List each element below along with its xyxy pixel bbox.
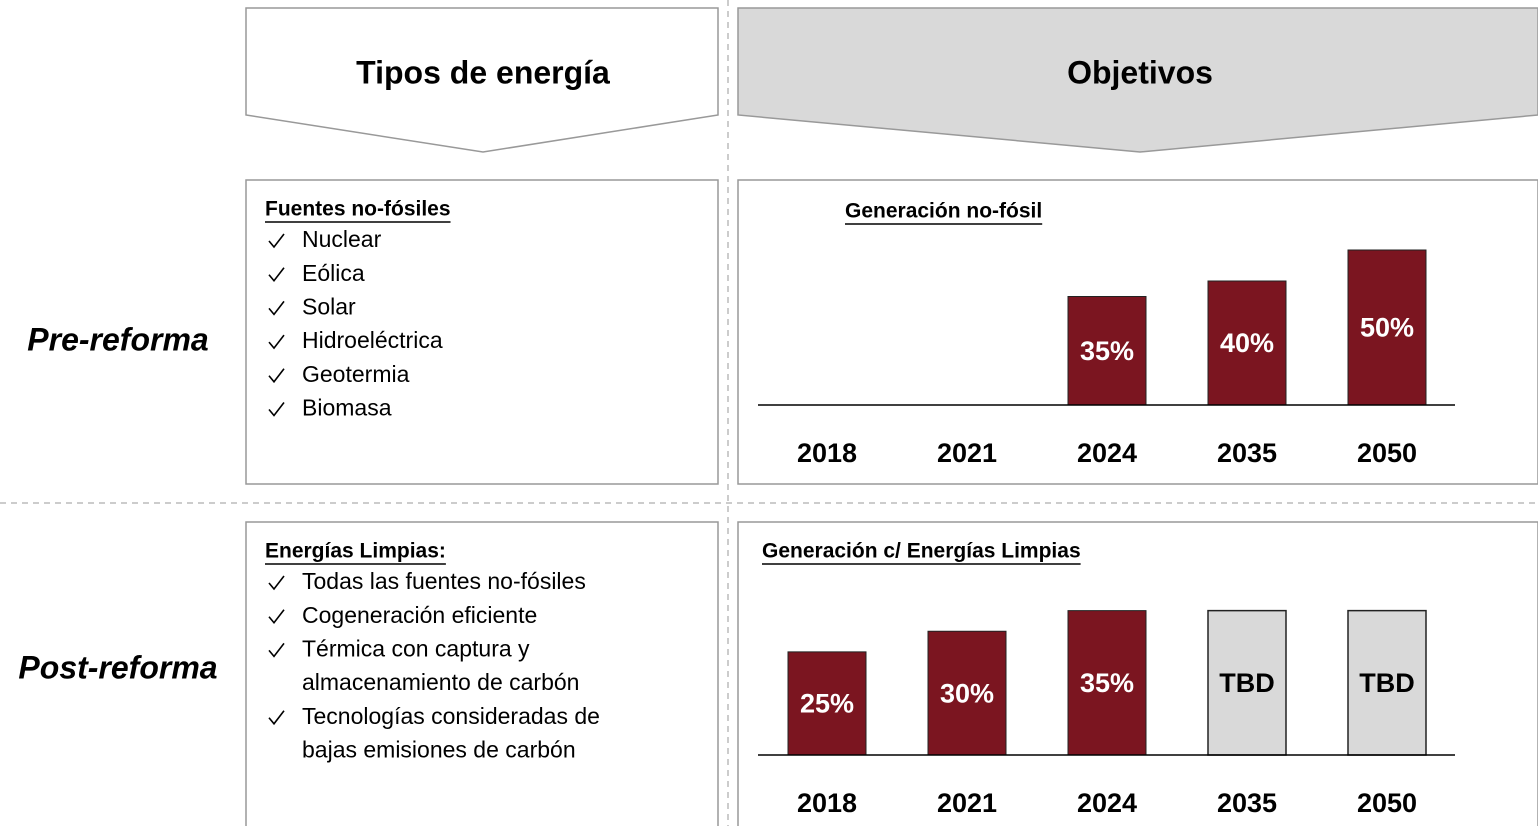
value-label: 50% <box>1360 313 1414 343</box>
check-icon <box>268 402 285 417</box>
x-tick-label: 2024 <box>1077 788 1137 818</box>
header-title: Objetivos <box>1067 54 1213 90</box>
header-arrow <box>245 7 719 153</box>
bar <box>927 630 1007 756</box>
check-icon <box>268 710 285 726</box>
x-tick-label: 2021 <box>937 438 997 468</box>
header-title: Tipos de energía <box>356 54 610 90</box>
bar <box>1207 280 1287 406</box>
check-icon <box>268 300 285 316</box>
value-label: 35% <box>1080 668 1134 698</box>
list-item: bajas emisiones de carbón <box>302 737 576 763</box>
x-tick-label: 2018 <box>797 788 857 818</box>
value-label: TBD <box>1359 668 1415 698</box>
value-label: 30% <box>940 678 994 708</box>
pending-bar <box>1207 609 1287 756</box>
row-label: Post-reforma <box>18 649 217 685</box>
check-icon <box>268 575 285 591</box>
x-tick-label: 2021 <box>937 788 997 818</box>
bar <box>787 651 867 756</box>
x-tick-label: 2035 <box>1217 788 1277 818</box>
value-label: TBD <box>1219 668 1275 698</box>
list-item: Geotermia <box>302 361 410 387</box>
panel <box>245 179 719 485</box>
row-label: Pre-reforma <box>27 321 208 357</box>
check-icon <box>268 334 285 350</box>
bar <box>1347 249 1427 406</box>
list-item: Biomasa <box>302 395 392 421</box>
value-label: 40% <box>1220 328 1274 358</box>
list-title: Energías Limpias: <box>265 540 446 563</box>
chart-title: Generación no-fósil <box>845 200 1042 223</box>
bar <box>1067 296 1147 406</box>
list-item: Tecnologías consideradas de <box>302 703 600 729</box>
list-item: Cogeneración eficiente <box>302 602 537 628</box>
x-tick-label: 2050 <box>1357 788 1417 818</box>
chart-title: Generación c/ Energías Limpias <box>762 540 1081 563</box>
value-label: 25% <box>800 689 854 719</box>
check-icon <box>268 368 285 384</box>
pending-bar <box>1347 609 1427 756</box>
check-icon <box>268 233 285 249</box>
x-tick-label: 2018 <box>797 438 857 468</box>
x-tick-label: 2050 <box>1357 438 1417 468</box>
check-icon <box>268 642 285 658</box>
value-label: 35% <box>1080 336 1134 366</box>
x-tick-label: 2024 <box>1077 438 1137 468</box>
header-arrow <box>737 7 1538 153</box>
check-icon <box>268 609 285 624</box>
list-title: Fuentes no-fósiles <box>265 198 451 221</box>
list-item: Térmica con captura y <box>302 635 530 661</box>
list-item: Nuclear <box>302 226 382 252</box>
panel <box>245 521 719 826</box>
check-icon <box>268 267 285 282</box>
x-tick-label: 2035 <box>1217 438 1277 468</box>
bar <box>1067 610 1147 756</box>
list-item: almacenamiento de carbón <box>302 669 579 695</box>
list-item: Todas las fuentes no-fósiles <box>302 568 586 594</box>
list-item: Eólica <box>302 260 365 286</box>
list-item: Solar <box>302 293 356 319</box>
list-item: Hidroeléctrica <box>302 327 443 353</box>
